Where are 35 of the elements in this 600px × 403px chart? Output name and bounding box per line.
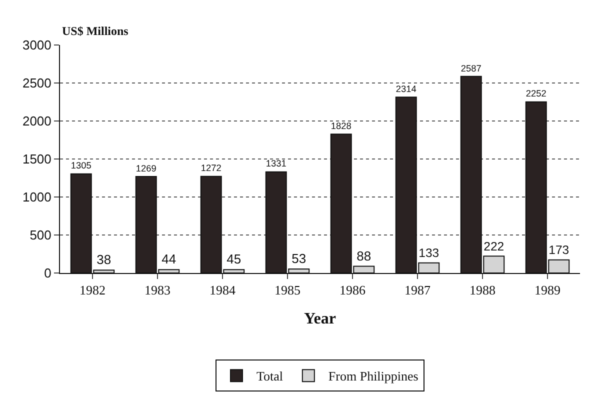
data-label: 1828 [330, 120, 352, 131]
data-label: 1272 [200, 163, 222, 174]
data-label: 1269 [136, 163, 156, 174]
legend-label: From Philippines [328, 368, 418, 384]
data-label: 88 [356, 248, 372, 264]
y-axis-title: US$ Millions [62, 24, 129, 38]
data-label: 133 [418, 246, 440, 260]
x-tick-label: 1989 [534, 282, 560, 298]
x-tick-label: 1985 [274, 282, 300, 298]
x-tick-label: 1986 [340, 282, 366, 298]
x-tick-label: 1982 [80, 282, 106, 298]
y-tick-label: 2500 [22, 76, 52, 91]
y-tick-label: 1000 [22, 190, 52, 205]
y-tick-label: 2000 [22, 114, 52, 129]
y-tick-label: 500 [30, 228, 52, 243]
y-tick-label: 1500 [22, 152, 52, 167]
data-label: 53 [292, 250, 306, 266]
y-tick-label: 3000 [22, 38, 52, 53]
x-tick-label: 1987 [404, 282, 431, 298]
data-label: 1331 [266, 158, 286, 169]
data-label: 45 [226, 252, 242, 267]
data-label: 173 [548, 243, 570, 258]
x-tick-label: 1983 [144, 282, 170, 298]
data-label: 1305 [70, 160, 92, 171]
data-label: 222 [484, 239, 504, 254]
legend-label: Total [256, 368, 284, 384]
y-tick-label: 0 [44, 266, 52, 281]
data-label: 38 [96, 252, 112, 268]
x-tick-label: 1984 [210, 282, 236, 298]
data-label: 2587 [460, 63, 482, 74]
data-label: 2252 [526, 88, 546, 99]
x-axis-title: Year [304, 310, 336, 328]
data-label: 44 [162, 252, 176, 267]
x-tick-label: 1988 [470, 282, 496, 298]
data-label: 2314 [396, 84, 416, 94]
